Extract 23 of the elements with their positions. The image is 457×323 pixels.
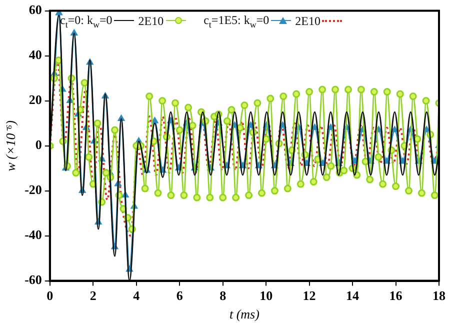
x-tick-label: 18	[432, 288, 446, 303]
x-tick-label: 12	[302, 288, 316, 303]
legend-label: 2E10	[295, 14, 320, 29]
x-tick-label: 4	[133, 288, 140, 303]
x-axis-title: t (ms)	[229, 306, 260, 322]
x-tick-label: 14	[346, 288, 360, 303]
y-axis-title: w (×10⁻⁶)	[3, 120, 18, 172]
y-tick-label: -60	[24, 272, 42, 288]
legend-label: 2E10	[138, 14, 164, 29]
y-tick-label: 40	[28, 47, 42, 62]
x-tick-label: 6	[176, 288, 184, 303]
x-tick-label: 8	[220, 288, 227, 303]
legend-label: c$_{t}$=1E5: k$_{w}$=0	[204, 13, 270, 30]
y-tick-label: 60	[28, 2, 42, 18]
x-tick-label: 0	[46, 288, 54, 303]
x-tick-label: 10	[260, 288, 273, 303]
y-tick-label: 0	[35, 137, 42, 152]
legend-label: c$_{t}$=0: k$_{w}$=0	[60, 13, 112, 30]
y-tick-label: -40	[24, 227, 42, 242]
x-tick-label: 2	[90, 288, 96, 303]
y-tick-label: -20	[24, 182, 42, 198]
x-tick-label: 16	[389, 288, 403, 303]
y-tick-label: 20	[28, 92, 42, 108]
